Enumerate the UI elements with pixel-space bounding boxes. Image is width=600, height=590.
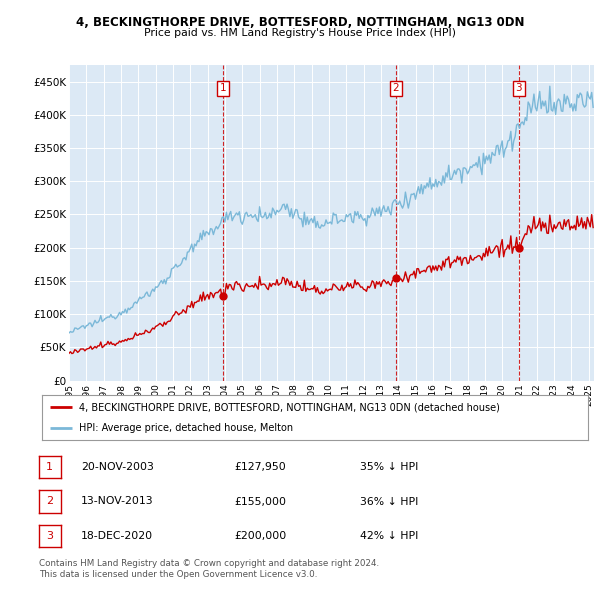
Text: 3: 3	[515, 83, 522, 93]
Text: HPI: Average price, detached house, Melton: HPI: Average price, detached house, Melt…	[79, 422, 293, 432]
Text: 20-NOV-2003: 20-NOV-2003	[81, 463, 154, 472]
Text: £155,000: £155,000	[234, 497, 286, 506]
Text: £127,950: £127,950	[234, 463, 286, 472]
Text: 18-DEC-2020: 18-DEC-2020	[81, 531, 153, 540]
Text: £200,000: £200,000	[234, 531, 286, 540]
Text: 42% ↓ HPI: 42% ↓ HPI	[360, 531, 418, 540]
Text: Price paid vs. HM Land Registry's House Price Index (HPI): Price paid vs. HM Land Registry's House …	[144, 28, 456, 38]
Text: 35% ↓ HPI: 35% ↓ HPI	[360, 463, 418, 472]
Text: 4, BECKINGTHORPE DRIVE, BOTTESFORD, NOTTINGHAM, NG13 0DN: 4, BECKINGTHORPE DRIVE, BOTTESFORD, NOTT…	[76, 16, 524, 29]
Text: 36% ↓ HPI: 36% ↓ HPI	[360, 497, 418, 506]
Text: 1: 1	[220, 83, 226, 93]
Text: 2: 2	[46, 497, 53, 506]
Text: 1: 1	[46, 463, 53, 472]
Text: Contains HM Land Registry data © Crown copyright and database right 2024.
This d: Contains HM Land Registry data © Crown c…	[39, 559, 379, 579]
Text: 2: 2	[392, 83, 399, 93]
Text: 13-NOV-2013: 13-NOV-2013	[81, 497, 154, 506]
Text: 4, BECKINGTHORPE DRIVE, BOTTESFORD, NOTTINGHAM, NG13 0DN (detached house): 4, BECKINGTHORPE DRIVE, BOTTESFORD, NOTT…	[79, 402, 500, 412]
Text: 3: 3	[46, 531, 53, 540]
